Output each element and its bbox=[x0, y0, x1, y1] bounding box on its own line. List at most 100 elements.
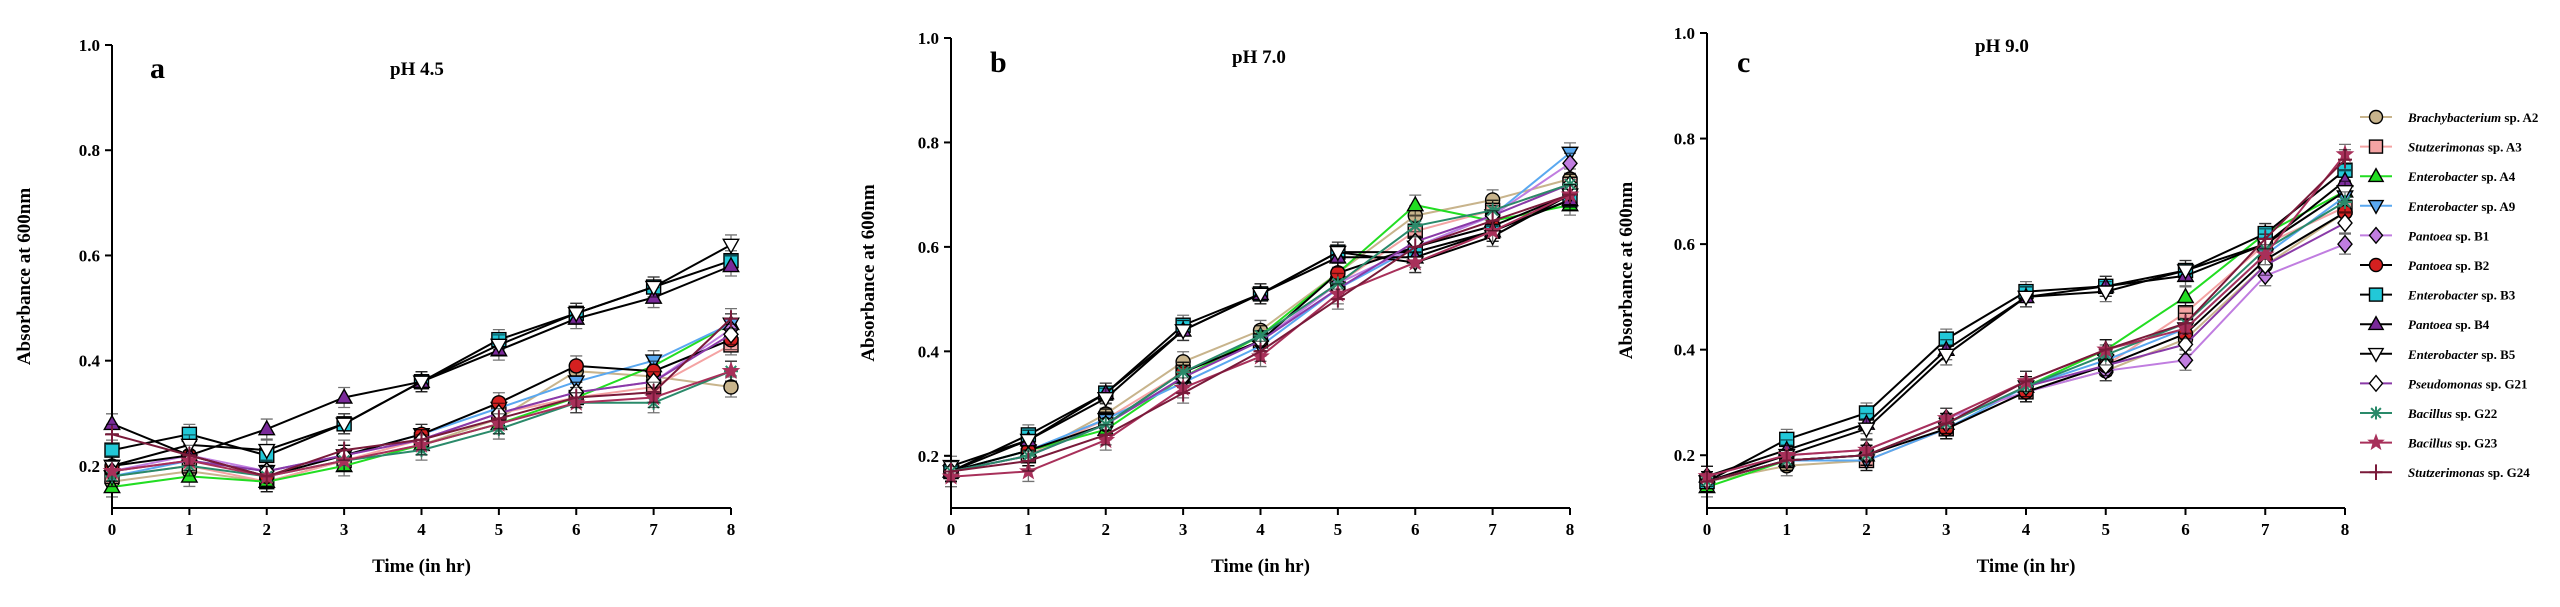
legend-label: Enterobacter sp. A4 bbox=[2407, 169, 2516, 184]
data-point bbox=[257, 419, 276, 436]
panel-label: a bbox=[150, 52, 165, 85]
legend-label: Enterobacter sp. A9 bbox=[2407, 199, 2516, 214]
data-point bbox=[259, 468, 274, 485]
data-point bbox=[1098, 426, 1113, 444]
data-point bbox=[2338, 194, 2352, 209]
panel-c: 0 1 2 3 4 5 6 7 8 0.2 0.4 0.6 0.8 1.0 Time (in hr) Abso… bbox=[1616, 24, 2355, 577]
y-tick-label: 0.6 bbox=[79, 246, 100, 265]
x-axis-label: Time (in hr) bbox=[1211, 556, 1310, 577]
series-4 bbox=[942, 142, 1579, 483]
data-point bbox=[1937, 348, 1956, 365]
legend-label: Stutzerimonas sp. G24 bbox=[2408, 465, 2530, 480]
series-line bbox=[1706, 190, 2346, 488]
x-axis-label: Time (in hr) bbox=[372, 556, 471, 577]
data-point bbox=[1176, 365, 1191, 380]
data-point bbox=[567, 307, 586, 323]
legend-item: Pantoea sp. B1 bbox=[2360, 226, 2489, 245]
legend-marker bbox=[2367, 347, 2385, 363]
data-point bbox=[2177, 334, 2194, 354]
x-tick-label: 1 bbox=[1783, 520, 1792, 539]
data-point bbox=[1485, 212, 1500, 230]
data-point bbox=[2176, 287, 2195, 304]
legend-marker bbox=[2369, 464, 2383, 480]
x-tick-label: 7 bbox=[1488, 520, 1497, 539]
data-point bbox=[414, 431, 429, 449]
data-point bbox=[1330, 290, 1345, 308]
panel-title: pH 9.0 bbox=[1975, 36, 2029, 57]
legend-item: Enterobacter sp. B5 bbox=[2360, 347, 2516, 363]
series-line bbox=[1706, 195, 2346, 483]
data-point bbox=[491, 410, 506, 427]
legend-item: Bacillus sp. G22 bbox=[2360, 406, 2497, 421]
data-point bbox=[1251, 287, 1270, 304]
data-point bbox=[104, 442, 120, 458]
x-tick-label: 3 bbox=[340, 520, 349, 539]
series-1 bbox=[1699, 201, 2353, 493]
data-point bbox=[1700, 473, 1714, 491]
panel-title: pH 4.5 bbox=[390, 59, 444, 80]
data-point bbox=[489, 338, 508, 355]
data-point bbox=[182, 446, 197, 464]
x-tick-label: 7 bbox=[2261, 520, 2270, 539]
data-point bbox=[944, 463, 958, 480]
x-tick-label: 6 bbox=[2181, 520, 2190, 539]
series-5 bbox=[1699, 233, 2353, 487]
y-tick-label: 0.6 bbox=[1674, 235, 1695, 254]
series-6 bbox=[1699, 201, 2353, 493]
legend-marker bbox=[2367, 167, 2385, 183]
legend-item: Bacillus sp. G23 bbox=[2360, 433, 2498, 451]
data-point bbox=[102, 461, 122, 480]
x-tick-label: 1 bbox=[185, 520, 194, 539]
series-line bbox=[950, 162, 1571, 473]
data-point bbox=[2017, 290, 2035, 307]
data-point bbox=[2338, 151, 2352, 169]
data-point bbox=[1408, 238, 1423, 256]
data-point bbox=[568, 358, 584, 374]
y-tick-label: 0.4 bbox=[1674, 341, 1696, 360]
series-13 bbox=[944, 184, 1577, 483]
data-point bbox=[2096, 285, 2115, 302]
y-axis-label: Absorbance at 600nm bbox=[858, 184, 879, 362]
x-tick-label: 6 bbox=[1411, 520, 1420, 539]
series-13 bbox=[1700, 149, 2352, 493]
data-point bbox=[721, 361, 741, 380]
data-point bbox=[1939, 415, 1954, 432]
y-tick-label: 0.6 bbox=[918, 238, 939, 257]
legend-item: Enterobacter sp. A4 bbox=[2360, 167, 2516, 184]
x-tick-label: 6 bbox=[572, 520, 581, 539]
data-point bbox=[1096, 392, 1115, 408]
series-line bbox=[1706, 180, 2346, 478]
data-point bbox=[1857, 422, 1876, 439]
data-point bbox=[569, 389, 584, 406]
data-point bbox=[412, 375, 431, 392]
data-point bbox=[1019, 433, 1038, 450]
series-8 bbox=[1698, 170, 2354, 487]
data-point bbox=[337, 441, 352, 459]
series-line bbox=[950, 152, 1571, 473]
legend-marker bbox=[2368, 257, 2384, 273]
data-point bbox=[722, 238, 740, 255]
legend-label: Pantoea sp. B1 bbox=[2408, 228, 2489, 243]
y-tick-label: 1.0 bbox=[79, 36, 100, 55]
legend-marker bbox=[2367, 315, 2385, 331]
y-tick-label: 0.2 bbox=[1674, 446, 1695, 465]
panel-label: b bbox=[990, 46, 1007, 79]
x-tick-label: 5 bbox=[495, 520, 504, 539]
x-tick-label: 5 bbox=[2102, 520, 2111, 539]
data-point bbox=[2255, 244, 2275, 263]
data-point bbox=[1174, 324, 1193, 340]
data-point bbox=[1253, 328, 1268, 343]
legend-item: Enterobacter sp. A9 bbox=[2360, 199, 2516, 215]
legend-label: Brachybacterium sp. A2 bbox=[2407, 110, 2538, 125]
x-tick-label: 1 bbox=[1024, 520, 1033, 539]
legend-label: Enterobacter sp. B3 bbox=[2407, 288, 2516, 303]
data-point bbox=[1859, 446, 1874, 464]
series-line bbox=[1706, 169, 2346, 483]
data-point bbox=[1253, 342, 1268, 360]
legend-item: Pantoea sp. B4 bbox=[2360, 315, 2490, 332]
legend-item: Enterobacter sp. B3 bbox=[2360, 287, 2516, 303]
legend-marker bbox=[2368, 109, 2384, 125]
legend-item: Pantoea sp. B2 bbox=[2360, 257, 2489, 273]
x-tick-label: 3 bbox=[1942, 520, 1951, 539]
